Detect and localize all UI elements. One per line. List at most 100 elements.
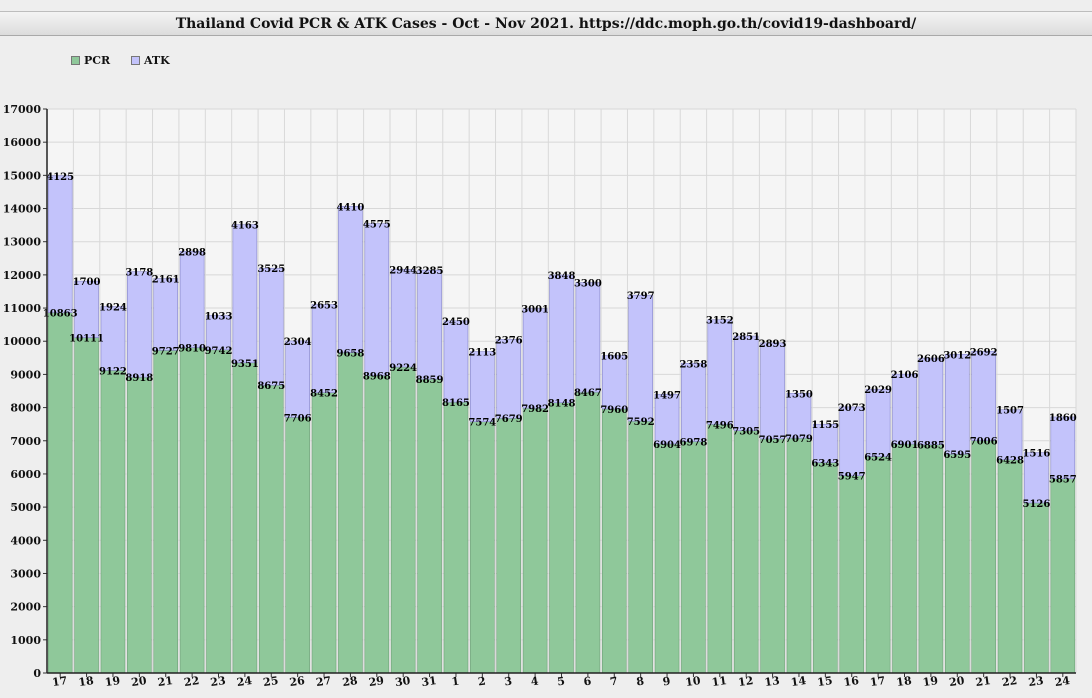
x-tick-label: 15: [816, 674, 833, 689]
data-label-atk: 2358: [680, 359, 708, 370]
y-tick-label: 2000: [10, 601, 41, 614]
bar-atk: [311, 304, 337, 393]
data-label-pcr: 6428: [996, 456, 1024, 467]
bar-atk: [153, 278, 179, 351]
data-label-pcr: 8968: [363, 371, 391, 382]
data-label-atk: 4163: [231, 221, 259, 232]
x-tick-label: 10: [684, 674, 701, 689]
x-tick-label: 24: [236, 674, 253, 689]
data-label-atk: 2376: [495, 335, 523, 346]
data-label-atk: 1605: [600, 352, 628, 363]
bar-pcr: [390, 366, 416, 674]
legend-item-pcr: PCR: [71, 54, 110, 67]
data-label-pcr: 9224: [389, 363, 417, 374]
y-tick-label: 10000: [3, 335, 42, 348]
y-tick-label: 9000: [10, 368, 41, 381]
bar-atk: [997, 409, 1023, 461]
data-label-atk: 2851: [732, 332, 760, 343]
data-label-atk: 2893: [759, 339, 787, 350]
data-label-atk: 4410: [337, 202, 365, 213]
data-label-atk: 4575: [363, 220, 391, 231]
data-label-atk: 3001: [521, 305, 549, 316]
x-tick-label: 21: [157, 674, 174, 689]
data-label-pcr: 7006: [970, 437, 998, 448]
bar-atk: [918, 357, 944, 445]
x-tick-label: 13: [764, 674, 781, 689]
data-label-pcr: 7079: [785, 434, 813, 445]
x-tick-label: 4: [530, 675, 540, 689]
bar-atk: [127, 271, 152, 378]
y-tick-label: 7000: [10, 435, 41, 448]
data-label-pcr: 8918: [125, 373, 153, 384]
x-tick-label: 20: [948, 674, 965, 689]
y-tick-label: 4000: [10, 534, 41, 547]
bar-pcr: [206, 349, 231, 674]
x-tick-label: 18: [78, 674, 95, 689]
bar-pcr: [707, 424, 733, 674]
x-tick-label: 30: [394, 674, 411, 689]
data-label-pcr: 7057: [759, 435, 787, 446]
bar-pcr: [601, 408, 627, 674]
data-label-atk: 3300: [574, 279, 602, 290]
data-label-atk: 3285: [416, 266, 444, 277]
data-label-atk: 3152: [706, 316, 734, 327]
bar-atk: [443, 320, 469, 403]
bar-pcr: [971, 440, 996, 674]
data-label-atk: 2606: [917, 354, 945, 365]
bar-pcr: [813, 462, 838, 674]
x-tick-label: 18: [896, 674, 913, 689]
data-label-atk: 2113: [468, 348, 496, 359]
bar-pcr: [47, 312, 73, 674]
x-tick-label: 8: [635, 675, 645, 689]
bar-atk: [760, 342, 785, 440]
x-tick-label: 27: [315, 674, 332, 689]
legend-swatch-pcr: [71, 56, 80, 65]
x-tick-label: 16: [843, 674, 860, 689]
data-label-pcr: 8452: [310, 389, 338, 400]
bar-pcr: [285, 417, 310, 674]
data-label-atk: 2161: [152, 275, 180, 286]
data-label-pcr: 6904: [653, 440, 681, 451]
x-tick-label: 23: [1027, 674, 1044, 689]
x-tick-label: 17: [51, 674, 68, 689]
data-label-atk: 2029: [864, 385, 892, 396]
y-tick-label: 3000: [10, 567, 41, 580]
data-label-pcr: 10863: [43, 309, 78, 320]
x-tick-label: 7: [609, 675, 618, 689]
bar-atk: [390, 269, 416, 368]
bar-pcr: [74, 337, 99, 674]
bar-atk: [1050, 416, 1076, 479]
y-tick-label: 5000: [10, 501, 41, 514]
y-tick-label: 6000: [10, 468, 41, 481]
data-label-atk: 3525: [257, 264, 285, 275]
bar-pcr: [865, 456, 891, 674]
bar-pcr: [338, 352, 363, 674]
bar-atk: [470, 351, 495, 423]
data-label-pcr: 7592: [627, 417, 655, 428]
data-label-atk: 1033: [205, 312, 233, 323]
x-tick-label: 31: [421, 674, 438, 689]
bar-pcr: [153, 349, 179, 674]
data-label-pcr: 9742: [205, 346, 233, 357]
bar-pcr: [1050, 478, 1076, 674]
data-label-pcr: 6595: [943, 450, 971, 461]
bar-atk: [865, 388, 891, 457]
bar-atk: [232, 224, 258, 364]
data-label-pcr: 9810: [178, 344, 206, 355]
legend-item-atk: ATK: [131, 54, 170, 67]
bar-pcr: [944, 453, 970, 674]
bar-pcr: [997, 459, 1023, 674]
data-label-atk: 4125: [46, 172, 74, 183]
bar-atk: [417, 269, 442, 380]
y-tick-label: 0: [33, 667, 41, 680]
bar-pcr: [654, 443, 680, 674]
bar-atk: [733, 335, 759, 431]
data-label-pcr: 7960: [600, 405, 628, 416]
x-tick-label: 28: [341, 674, 358, 689]
data-label-pcr: 9727: [152, 346, 180, 357]
bar-pcr: [311, 392, 337, 674]
y-tick-label: 12000: [3, 269, 42, 282]
x-tick-label: 25: [262, 674, 279, 689]
bar-atk: [813, 423, 838, 463]
